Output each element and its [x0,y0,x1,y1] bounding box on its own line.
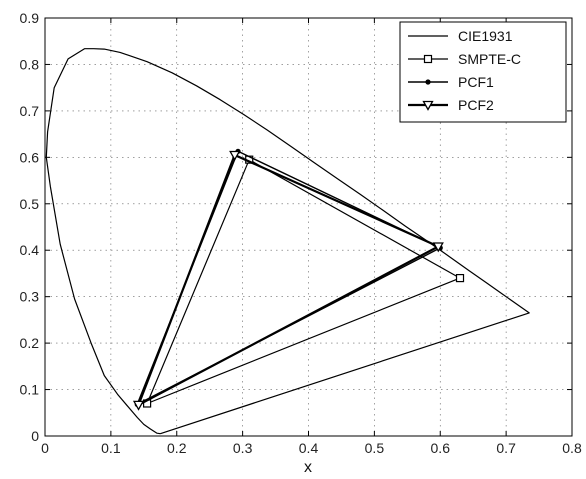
y-tick-label: 0.3 [20,289,40,305]
y-tick-label: 0.4 [20,242,40,258]
x-tick-label: 0.6 [431,440,451,456]
grid [45,18,572,436]
legend-marker-smpte-c [423,54,433,64]
legend-label-cie1931: CIE1931 [458,28,513,44]
x-axis-ticks: 0 0.1 0.2 0.3 0.4 0.5 0.6 0.7 0.8 [41,18,582,456]
y-axis-ticks: 0 0.1 0.2 0.3 0.4 0.5 0.6 0.7 0.8 0.9 [20,10,572,444]
legend-label-pcf2: PCF2 [458,97,494,113]
y-tick-label: 0 [31,428,39,444]
legend: CIE1931 SMPTE-C PCF1 PCF2 [399,21,567,123]
series-line-pcf2 [137,153,439,406]
y-tick-label: 0.5 [20,196,40,212]
series-line-smpte-c [146,159,461,405]
x-tick-label: 0.5 [365,440,385,456]
x-tick-label: 0 [41,440,49,456]
data-point-pcf2 [229,150,241,161]
y-tick-label: 0.8 [20,56,40,72]
data-point-smpte-c [455,273,465,283]
x-tick-label: 0.1 [101,440,121,456]
data-point-pcf2 [132,400,145,411]
series-layer [45,48,530,435]
x-tick-label: 0.3 [233,440,253,456]
y-tick-label: 0.9 [20,10,40,26]
x-tick-label: 0.4 [299,440,319,456]
y-tick-label: 0.7 [20,103,40,119]
series-cie1931 [45,48,530,435]
y-tick-label: 0.2 [20,335,40,351]
x-axis-label: x [304,459,312,476]
series-line-cie1931 [45,48,530,435]
data-point-pcf2 [432,242,444,253]
x-tick-label: 0.8 [562,440,582,456]
x-tick-label: 0.2 [167,440,187,456]
legend-label-smpte-c: SMPTE-C [458,51,521,67]
series-pcf2 [132,150,444,411]
y-tick-label: 0.1 [20,382,40,398]
legend-marker-pcf1 [425,79,431,85]
y-tick-label: 0.6 [20,149,40,165]
x-tick-label: 0.7 [496,440,516,456]
legend-label-pcf1: PCF1 [458,74,494,90]
legend-marker-pcf2 [422,100,434,111]
